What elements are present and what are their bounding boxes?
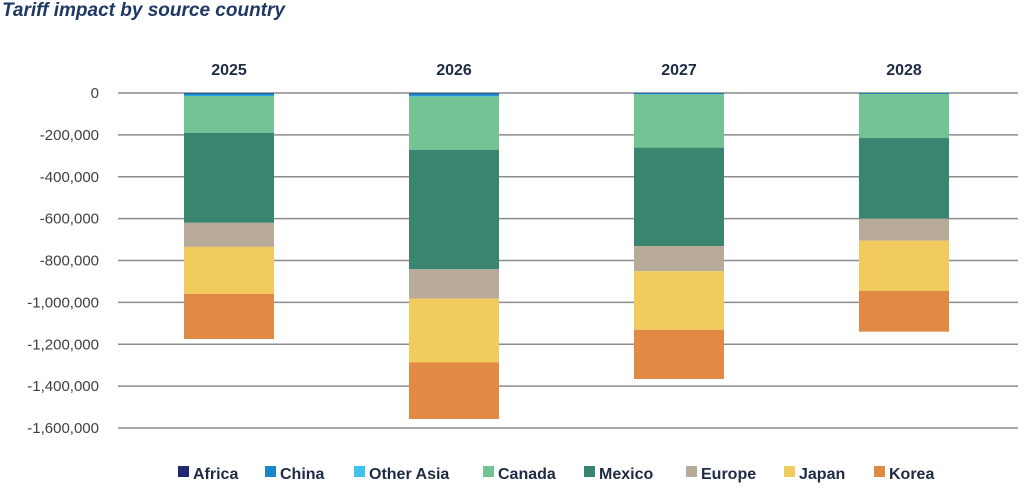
category-label: 2028 [886, 62, 922, 79]
y-tick-label: -1,200,000 [27, 336, 99, 353]
y-tick-label: -1,000,000 [27, 294, 99, 311]
y-tick-label: -1,400,000 [27, 378, 99, 395]
y-tick-label: -400,000 [40, 169, 99, 186]
legend-swatch [584, 466, 595, 477]
bar-segment-china-2028 [859, 93, 949, 95]
legend-label: Japan [799, 466, 845, 483]
bar-segment-europe-2028 [859, 218, 949, 241]
legend-swatch [265, 466, 276, 477]
bar-segment-mexico-2026 [409, 149, 499, 270]
bar-segment-europe-2025 [184, 222, 274, 247]
y-tick-label: -200,000 [40, 127, 99, 144]
bar-segment-africa-2025 [184, 93, 274, 94]
bar-segment-japan-2028 [859, 240, 949, 291]
bar-segment-japan-2027 [634, 271, 724, 330]
bars [184, 93, 949, 419]
bar-segment-canada-2028 [859, 94, 949, 139]
bar-segment-china-2027 [634, 93, 724, 95]
bar-segment-korea-2027 [634, 329, 724, 380]
legend-swatch [874, 466, 885, 477]
bar-segment-japan-2026 [409, 298, 499, 363]
bar-segment-mexico-2025 [184, 132, 274, 223]
legend-swatch [354, 466, 365, 477]
bar-segment-europe-2026 [409, 269, 499, 299]
bar-segment-canada-2026 [409, 96, 499, 150]
bar-segment-other-asia-2026 [409, 95, 499, 97]
bar-segment-mexico-2027 [634, 147, 724, 247]
chart-title: Tariff impact by source country [2, 0, 285, 21]
legend-label: China [280, 466, 325, 483]
y-tick-label: -600,000 [40, 211, 99, 228]
legend-label: Europe [701, 466, 756, 483]
bar-segment-korea-2026 [409, 362, 499, 419]
legend: Africa China Other Asia Canada Mexico Europe J… [178, 466, 934, 483]
bar-segment-africa-2026 [409, 93, 499, 94]
y-tick-label: -1,600,000 [27, 420, 99, 437]
legend-label: Other Asia [369, 466, 449, 483]
bar-segment-korea-2028 [859, 290, 949, 332]
bar-segment-china-2026 [409, 93, 499, 96]
bar-segment-mexico-2028 [859, 138, 949, 219]
bar-segment-europe-2027 [634, 246, 724, 272]
category-labels: 2025 2026 2027 2028 [211, 62, 922, 79]
legend-label: Korea [889, 466, 934, 483]
legend-label: Canada [498, 466, 556, 483]
bar-segment-canada-2025 [184, 96, 274, 133]
category-label: 2025 [211, 62, 247, 79]
legend-label: Africa [193, 466, 238, 483]
bar-segment-canada-2027 [634, 94, 724, 148]
bar-segment-japan-2025 [184, 246, 274, 294]
legend-swatch [178, 466, 189, 477]
y-tick-label: -800,000 [40, 253, 99, 270]
legend-swatch [483, 466, 494, 477]
y-axis-ticks: 0 -200,000 -400,000 -600,000 -800,000 -1,000,… [27, 85, 99, 437]
legend-label: Mexico [599, 466, 653, 483]
legend-swatch [784, 466, 795, 477]
category-label: 2026 [436, 62, 472, 79]
bar-segment-china-2025 [184, 93, 274, 96]
bar-segment-korea-2025 [184, 294, 274, 340]
category-label: 2027 [661, 62, 697, 79]
legend-swatch [686, 466, 697, 477]
y-tick-label: 0 [91, 85, 99, 102]
bar-segment-other-asia-2025 [184, 95, 274, 97]
